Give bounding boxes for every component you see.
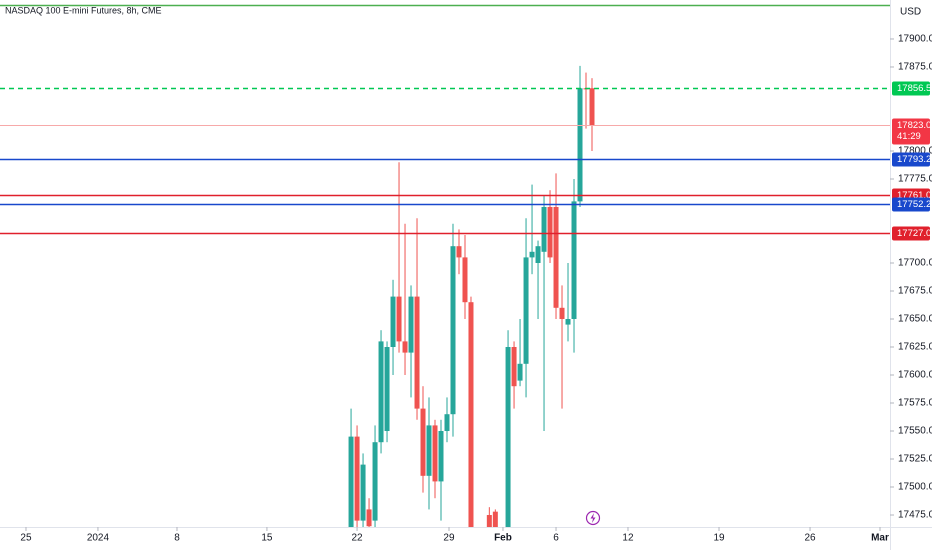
price-label-box (892, 152, 930, 167)
y-tick-label: 17625.00 (898, 342, 932, 353)
y-tick-label: 17875.00 (898, 62, 932, 73)
y-tick-label: 17525.00 (898, 454, 932, 465)
candle-body (511, 347, 517, 387)
candle-body (505, 347, 511, 527)
price-label: 17793.25 (897, 154, 932, 165)
price-label: 17752.25 (897, 199, 932, 210)
x-tick-label: 26 (804, 533, 816, 544)
candle-body (450, 246, 456, 415)
y-tick-label: 17675.00 (898, 286, 932, 297)
x-tick-label: 8 (174, 533, 180, 544)
candle-body (420, 408, 426, 476)
x-tick-label: 2024 (87, 533, 110, 544)
candle-body (366, 509, 372, 527)
candle-body (517, 363, 523, 381)
candle-body (529, 251, 535, 258)
x-tick-label: 12 (622, 533, 634, 544)
y-tick-label: 17550.00 (898, 426, 932, 437)
y-tick-label: 17650.00 (898, 314, 932, 325)
countdown: 41:29 (897, 131, 921, 142)
candle-body (535, 246, 541, 263)
candle-body (462, 257, 468, 303)
price-label: 17761.00 (897, 190, 932, 201)
candle-body (553, 206, 559, 308)
y-tick-label: 17800.00 (898, 146, 932, 157)
price-label: 17823.00 (897, 120, 932, 131)
x-tick-label: 22 (351, 533, 363, 544)
y-tick-label: 17600.00 (898, 370, 932, 381)
x-tick-label: 19 (713, 533, 725, 544)
candle-body (444, 414, 450, 432)
price-label-box (892, 197, 930, 212)
candle-body (426, 425, 432, 476)
candle-body (589, 88, 595, 126)
candle-body (565, 319, 571, 325)
candle-body (523, 257, 529, 364)
x-tick-label: 6 (553, 533, 559, 544)
candle-body (486, 515, 492, 527)
candle-body (372, 442, 378, 521)
candle-body (438, 431, 444, 482)
currency: USD (900, 7, 921, 18)
candle-body (384, 347, 390, 432)
chart-title: NASDAQ 100 E-mini Futures, 8h, CME (5, 5, 162, 15)
candle-body (360, 464, 366, 521)
candle-body (492, 511, 498, 527)
candle-body (348, 436, 354, 527)
candle-body (378, 341, 384, 443)
x-tick-label: 25 (20, 533, 32, 544)
y-tick-label: 17500.00 (898, 482, 932, 493)
candle-body (408, 296, 414, 353)
price-label-box (892, 81, 930, 96)
price-label-box (892, 118, 930, 145)
x-tick-label: 15 (261, 533, 273, 544)
candle-body (468, 302, 474, 527)
candle-body (354, 436, 360, 521)
x-tick-label: Mar (871, 533, 889, 544)
price-label-box (892, 226, 930, 241)
candle-body (571, 201, 577, 320)
candle-body (547, 206, 553, 258)
price-label: 17856.50 (897, 83, 932, 94)
price-label: 17727.00 (897, 228, 932, 239)
candle-body (456, 246, 462, 258)
candle-body (390, 296, 396, 348)
y-tick-label: 17900.00 (898, 34, 932, 45)
candle-body (559, 307, 565, 320)
replay-icon[interactable] (585, 510, 601, 526)
candle-body (541, 206, 547, 252)
y-tick-label: 17775.00 (898, 174, 932, 185)
candle-body (577, 88, 583, 202)
y-tick-label: 17475.00 (898, 510, 932, 521)
y-tick-label: 17575.00 (898, 398, 932, 409)
candle-body (432, 425, 438, 482)
y-tick-label: 17700.00 (898, 258, 932, 269)
candle-body (396, 296, 402, 342)
candle-body (402, 341, 408, 353)
candle-body (414, 296, 420, 409)
x-tick-label: 29 (443, 533, 455, 544)
x-tick-label: Feb (494, 533, 512, 544)
